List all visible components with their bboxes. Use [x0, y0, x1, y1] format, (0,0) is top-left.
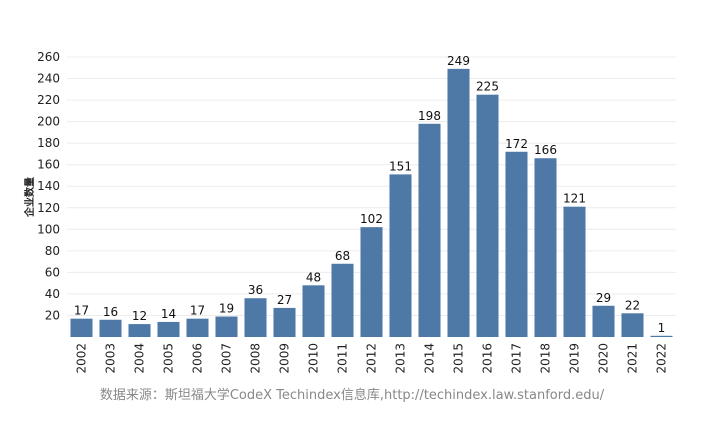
bar-2002 — [70, 318, 93, 337]
bar-2017 — [505, 151, 528, 337]
x-tick-label: 2010 — [307, 343, 321, 374]
data-label-2013: 151 — [389, 159, 412, 173]
bar-2022 — [650, 335, 673, 337]
y-tick-label: 80 — [45, 244, 60, 258]
data-label-2018: 166 — [534, 143, 557, 157]
y-axis-label: 企业数量 — [23, 177, 36, 218]
data-label-2020: 29 — [596, 291, 611, 305]
bars: 17 16 12 14 17 19 36 27 48 68 102 151 198 249 225 172 16… — [70, 54, 673, 338]
data-label-2010: 48 — [306, 270, 321, 284]
y-tick-label: 180 — [37, 136, 60, 150]
bar-2009 — [273, 307, 296, 337]
data-label-2008: 36 — [248, 283, 263, 297]
x-tick-label: 2017 — [510, 343, 524, 374]
data-label-2017: 172 — [505, 137, 528, 151]
data-label-2002: 17 — [74, 304, 89, 318]
x-tick-label: 2020 — [597, 343, 611, 374]
bar-2016 — [476, 94, 499, 337]
bar-2012 — [360, 227, 383, 337]
bar-2005 — [157, 321, 180, 337]
bar-2008 — [244, 298, 267, 337]
y-tick-label: 160 — [37, 158, 60, 172]
x-tick-label: 2019 — [568, 343, 582, 374]
bar-chart: 20 40 60 80 100 120 140 160 180 200 220 240 260 企业数量… — [23, 50, 676, 374]
bar-2020 — [592, 305, 615, 337]
bar-2013 — [389, 174, 412, 337]
bar-2007 — [215, 316, 238, 337]
y-tick-label: 60 — [45, 265, 60, 279]
data-label-2004: 12 — [132, 309, 147, 323]
x-axis-ticks: 2002 2003 2004 2005 2006 2007 2008 2009 2010 2011… — [75, 343, 669, 374]
data-label-2005: 14 — [161, 307, 176, 321]
x-tick-label: 2016 — [481, 343, 495, 374]
source-note: 数据来源：斯坦福大学CodeX Techindex信息库,http://tech… — [99, 388, 605, 403]
x-tick-label: 2021 — [626, 343, 640, 374]
data-label-2015: 249 — [447, 54, 470, 68]
bar-2015 — [447, 68, 470, 337]
x-tick-label: 2002 — [75, 343, 89, 374]
data-label-2019: 121 — [563, 192, 586, 206]
x-tick-label: 2022 — [655, 343, 669, 374]
x-tick-label: 2015 — [452, 343, 466, 374]
x-tick-label: 2013 — [394, 343, 408, 374]
data-label-2007: 19 — [219, 302, 234, 316]
x-tick-label: 2008 — [249, 343, 263, 374]
data-label-2006: 17 — [190, 304, 205, 318]
x-tick-label: 2009 — [278, 343, 292, 374]
x-tick-label: 2004 — [133, 343, 147, 374]
x-tick-label: 2018 — [539, 343, 553, 374]
data-label-2009: 27 — [277, 293, 292, 307]
bar-2019 — [563, 206, 586, 337]
y-axis-ticks: 20 40 60 80 100 120 140 160 180 200 220 240 260 — [37, 50, 60, 322]
y-tick-label: 40 — [45, 287, 60, 301]
bar-2004 — [128, 324, 151, 337]
y-tick-label: 20 — [45, 308, 60, 322]
data-label-2011: 68 — [335, 249, 350, 263]
bar-2010 — [302, 285, 325, 337]
bar-2003 — [99, 319, 122, 337]
y-tick-label: 260 — [37, 50, 60, 64]
x-tick-label: 2006 — [191, 343, 205, 374]
x-tick-label: 2012 — [365, 343, 379, 374]
x-tick-label: 2011 — [336, 343, 350, 374]
data-label-2021: 22 — [625, 298, 640, 312]
bar-2006 — [186, 318, 209, 337]
y-tick-label: 240 — [37, 72, 60, 86]
bar-2014 — [418, 123, 441, 338]
data-label-2012: 102 — [360, 212, 383, 226]
x-tick-label: 2014 — [423, 343, 437, 374]
data-label-2016: 225 — [476, 80, 499, 94]
data-label-2003: 16 — [103, 305, 118, 319]
y-tick-label: 220 — [37, 93, 60, 107]
y-tick-label: 100 — [37, 222, 60, 236]
y-tick-label: 200 — [37, 115, 60, 129]
y-tick-label: 120 — [37, 201, 60, 215]
y-tick-label: 140 — [37, 179, 60, 193]
x-tick-label: 2003 — [104, 343, 118, 374]
x-tick-label: 2005 — [162, 343, 176, 374]
data-label-2022: 1 — [658, 321, 666, 335]
x-tick-label: 2007 — [220, 343, 234, 374]
data-label-2014: 198 — [418, 109, 441, 123]
bar-2011 — [331, 263, 354, 337]
bar-2021 — [621, 313, 644, 337]
bar-2018 — [534, 158, 557, 337]
